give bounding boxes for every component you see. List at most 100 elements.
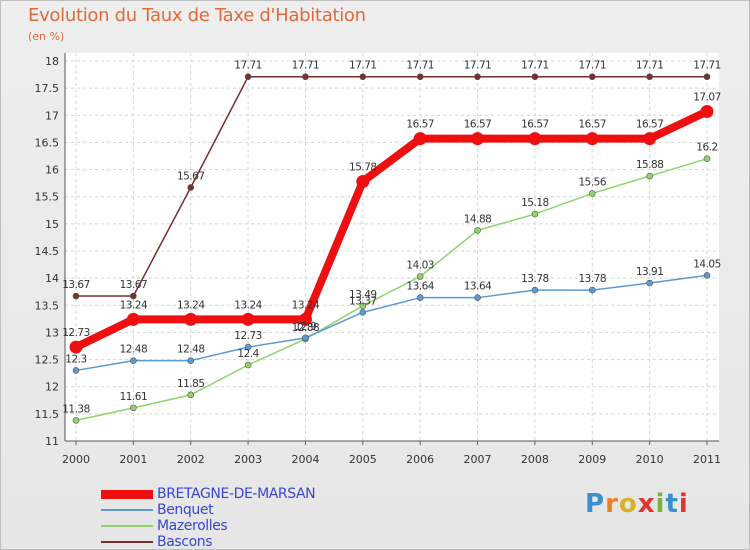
data-label: 15.56	[578, 176, 606, 188]
data-label: 16.57	[578, 119, 606, 131]
data-label: 17.71	[234, 60, 262, 72]
data-point	[413, 132, 427, 146]
data-point	[244, 343, 252, 351]
brand-letter: t	[665, 489, 679, 519]
series-line	[75, 274, 708, 372]
data-point	[531, 73, 539, 81]
legend-label: Bascons	[157, 534, 213, 550]
data-label: 13.24	[292, 299, 320, 311]
x-tick-label: 2011	[693, 453, 721, 466]
y-tick-label: 17	[45, 109, 59, 122]
y-tick-label: 13	[45, 326, 59, 339]
data-label: 17.71	[636, 60, 664, 72]
data-point	[356, 175, 370, 189]
data-label: 12.9	[295, 321, 316, 333]
data-label: 15.78	[349, 162, 377, 174]
data-label: 17.71	[521, 60, 549, 72]
y-tick-label: 14	[45, 272, 59, 285]
data-point	[416, 273, 424, 280]
y-tick-label: 16	[45, 164, 59, 177]
data-point	[302, 73, 309, 81]
data-point	[69, 340, 83, 354]
legend-swatch	[101, 541, 153, 543]
data-label: 16.2	[696, 142, 717, 154]
data-point	[528, 132, 542, 146]
data-point	[130, 292, 137, 300]
x-tick-label: 2006	[406, 453, 434, 466]
y-tick-label: 11	[45, 435, 59, 448]
data-label: 13.67	[62, 279, 90, 291]
brand-letter: x	[637, 489, 656, 519]
y-tick-label: 12	[45, 381, 59, 394]
data-label: 12.4	[237, 348, 259, 360]
data-label: 17.71	[693, 60, 721, 72]
data-point	[298, 312, 312, 326]
data-point	[72, 367, 80, 374]
data-point	[588, 73, 596, 81]
data-point	[646, 279, 653, 287]
data-label: 14.05	[693, 258, 721, 270]
data-label: 13.24	[120, 299, 148, 311]
data-label: 13.24	[177, 299, 205, 311]
data-label: 13.91	[636, 266, 664, 278]
y-tick-label: 11.5	[35, 408, 60, 421]
x-tick-label: 2000	[62, 453, 90, 466]
y-tick-label: 18	[45, 55, 59, 68]
data-point	[646, 172, 653, 180]
data-point	[126, 312, 140, 326]
legend-label: BRETAGNE-DE-MARSAN	[157, 486, 316, 502]
data-label: 13.24	[234, 299, 262, 311]
data-label: 13.78	[578, 273, 606, 285]
data-point	[359, 309, 367, 316]
data-point	[130, 357, 137, 364]
y-tick-label: 15	[45, 218, 59, 231]
data-point	[531, 210, 539, 218]
data-label: 17.71	[292, 60, 320, 72]
brand-letter: i	[678, 489, 689, 519]
data-label: 12.48	[120, 344, 148, 356]
legend-label: Benquet	[157, 502, 214, 518]
brand-letter: o	[618, 489, 638, 519]
data-point	[471, 132, 485, 146]
x-tick-label: 2008	[521, 453, 549, 466]
data-point	[187, 184, 195, 191]
data-label: 13.49	[349, 289, 377, 301]
data-point	[130, 404, 137, 412]
data-label: 11.85	[177, 378, 205, 390]
data-point	[359, 73, 367, 81]
series-line	[72, 107, 711, 352]
data-point	[703, 155, 711, 163]
data-label: 15.67	[177, 170, 205, 182]
chart-subtitle: (en %)	[28, 30, 65, 43]
data-point	[531, 286, 539, 294]
data-label: 13.78	[521, 273, 549, 285]
y-tick-label: 12.5	[35, 354, 60, 367]
data-point	[474, 227, 481, 234]
x-tick-label: 2004	[291, 453, 319, 466]
data-label: 17.07	[693, 91, 721, 103]
data-label: 14.03	[406, 260, 434, 272]
y-tick-label: 14.5	[35, 245, 60, 258]
data-label: 13.67	[120, 279, 148, 291]
data-point	[703, 272, 711, 279]
series-line	[75, 75, 708, 297]
data-label: 13.37	[349, 295, 377, 307]
data-point	[244, 73, 252, 81]
data-label: 16.57	[636, 119, 664, 131]
x-tick-label: 2002	[177, 453, 205, 466]
data-point	[646, 73, 653, 81]
data-point	[703, 73, 711, 81]
y-tick-label: 13.5	[35, 299, 60, 312]
legend-label: Mazerolles	[157, 518, 228, 534]
data-label: 17.71	[406, 60, 434, 72]
data-label: 17.71	[464, 60, 492, 72]
data-label: 12.3	[65, 353, 86, 365]
data-point	[416, 294, 424, 301]
data-point	[302, 334, 309, 342]
series-line	[75, 157, 708, 422]
data-label: 12.48	[177, 344, 205, 356]
plot-area	[65, 53, 719, 441]
legend-swatch	[101, 509, 153, 511]
data-point	[187, 357, 195, 364]
